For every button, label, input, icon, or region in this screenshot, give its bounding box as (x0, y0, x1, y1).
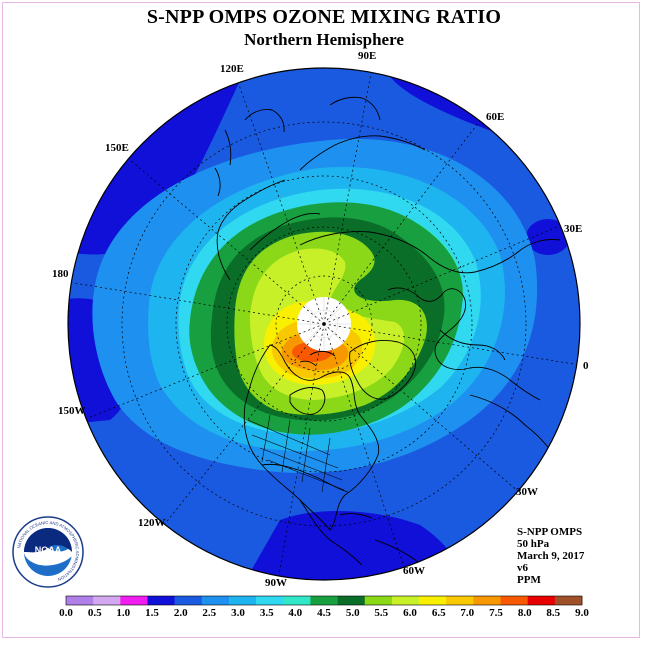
lon-label-60w: 60W (403, 565, 425, 577)
chart-title: S-NPP OMPS OZONE MIXING RATIO (146, 6, 502, 28)
info-instrument: S-NPP OMPS (517, 526, 583, 538)
colorbar-tick-label: 3.0 (231, 607, 245, 619)
colorbar-cell (446, 596, 474, 605)
colorbar-tick-label: 5.5 (374, 607, 389, 619)
noaa-logo: NOAA NATIONAL OCEANIC AND ATMOSPHERIC AD… (12, 516, 84, 588)
colorbar-tick-label: 8.0 (517, 607, 532, 619)
lon-label-90w: 90W (265, 577, 287, 589)
colorbar-tick-label: 1.5 (145, 607, 159, 619)
colorbar-tick-label: 9.0 (575, 607, 589, 619)
colorbar-tick-label: 7.5 (489, 607, 503, 619)
colorbar-cell (473, 596, 501, 605)
colorbar-tick-label: 5.0 (345, 607, 360, 619)
colorbar-cell (228, 596, 257, 605)
colorbar-tick-label: 6.5 (431, 607, 446, 619)
colorbar-cell (120, 596, 148, 605)
colorbar-cell (93, 596, 121, 605)
info-units: PPM (517, 574, 541, 586)
colorbar-cell (500, 596, 528, 605)
chart-subtitle: Northern Hemisphere (244, 30, 404, 49)
lon-label-0: 0 (583, 360, 589, 372)
colorbar-tick-label: 0.5 (87, 607, 102, 619)
colorbar-cell (201, 596, 230, 605)
info-block: S-NPP OMPS 50 hPa March 9, 2017 v6 PPM (517, 526, 584, 586)
map-boundary (67, 67, 581, 581)
colorbar-tick-label: 0.0 (59, 607, 73, 619)
lon-label-90e: 90E (358, 50, 377, 62)
colorbar-cell (310, 596, 338, 605)
lon-label-150w: 150W (58, 405, 86, 417)
colorbar-cell (256, 596, 284, 605)
noaa-logo-text: NOAA (35, 545, 62, 555)
colorbar-cell (364, 596, 393, 605)
lon-label-30e: 30E (564, 223, 583, 235)
colorbar-tick-label: 4.0 (288, 607, 303, 619)
colorbar-cell (66, 596, 94, 605)
colorbar-cell (147, 596, 175, 605)
figure-frame (2, 2, 640, 638)
lon-label-150e: 150E (105, 142, 129, 154)
colorbar-tick-label: 1.0 (116, 607, 131, 619)
colorbar-outline (65, 595, 583, 606)
colorbar-cell (527, 596, 556, 605)
lon-label-30w: 30W (516, 486, 538, 498)
political-borders (247, 414, 345, 493)
colorbar-tick-label: 2.0 (173, 607, 188, 619)
colorbar-tick-label: 2.5 (202, 607, 217, 619)
colorbar-tick-label: 8.5 (546, 607, 561, 619)
colorbar-tick-label: 3.5 (259, 607, 274, 619)
colorbar-cell (283, 596, 311, 605)
lon-label-180: 180 (52, 268, 69, 280)
graticule (68, 68, 580, 580)
colorbar-tick-label: 6.0 (403, 607, 417, 619)
info-version: v6 (517, 562, 528, 574)
info-level: 50 hPa (517, 538, 550, 550)
colorbar-cells (65, 595, 583, 606)
lon-label-60e: 60E (486, 111, 505, 123)
colorbar-tick-label: 4.5 (317, 607, 331, 619)
colorbar-cell (174, 596, 203, 605)
ozone-field (68, 68, 580, 580)
info-date: March 9, 2017 (517, 550, 585, 562)
colorbar-cell (419, 596, 447, 605)
colorbar-tick-label: 7.0 (460, 607, 475, 619)
lon-label-120e: 120E (220, 63, 244, 75)
colorbar-cell (391, 596, 420, 605)
colorbar-cell (554, 596, 583, 605)
lon-label-120w: 120W (138, 517, 166, 529)
colorbar-cell (337, 596, 366, 605)
